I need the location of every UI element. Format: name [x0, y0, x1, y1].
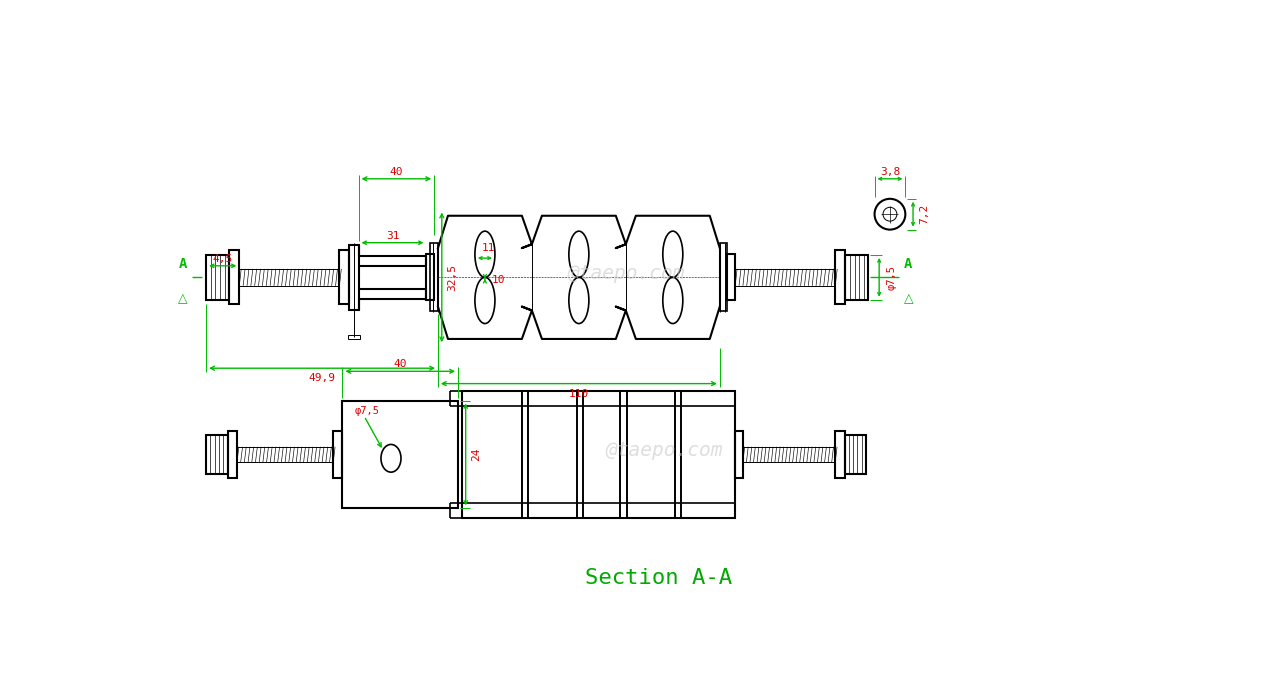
- Bar: [846, 255, 869, 300]
- Bar: [229, 250, 239, 304]
- Text: 4,5: 4,5: [212, 254, 233, 264]
- Bar: [206, 435, 227, 474]
- Bar: [621, 391, 627, 518]
- Text: Section A-A: Section A-A: [585, 568, 731, 588]
- Text: 40: 40: [389, 167, 403, 177]
- Bar: [720, 244, 727, 311]
- Text: 24: 24: [472, 448, 482, 461]
- Text: 31: 31: [386, 231, 400, 241]
- Bar: [333, 431, 343, 477]
- Bar: [675, 391, 681, 518]
- Bar: [206, 255, 229, 300]
- Bar: [236, 447, 333, 462]
- Text: 40: 40: [393, 358, 407, 369]
- Bar: [577, 391, 583, 518]
- Bar: [348, 335, 360, 340]
- Bar: [461, 391, 735, 518]
- Text: 32,5: 32,5: [447, 264, 457, 291]
- Bar: [835, 431, 844, 477]
- Bar: [835, 250, 846, 304]
- Bar: [239, 269, 339, 286]
- Bar: [522, 391, 528, 518]
- Text: @taepo.com: @taepo.com: [605, 441, 723, 460]
- Text: 11: 11: [482, 243, 496, 253]
- Text: 110: 110: [569, 389, 589, 399]
- Bar: [427, 254, 434, 300]
- Text: @taepo.com: @taepo.com: [567, 264, 685, 283]
- Bar: [343, 400, 457, 508]
- Text: A: A: [179, 257, 188, 271]
- Text: △: △: [179, 292, 188, 305]
- Bar: [350, 244, 359, 310]
- Text: φ7,5: φ7,5: [355, 406, 379, 416]
- Text: 10: 10: [491, 275, 505, 286]
- Bar: [577, 391, 583, 518]
- Text: 7,2: 7,2: [919, 204, 929, 224]
- Bar: [522, 391, 528, 518]
- Bar: [227, 431, 236, 477]
- Text: φ7,5: φ7,5: [887, 265, 897, 290]
- Bar: [727, 254, 735, 300]
- Text: 49,9: 49,9: [308, 373, 335, 383]
- Bar: [743, 447, 835, 462]
- Bar: [844, 435, 866, 474]
- Bar: [339, 250, 350, 304]
- Bar: [735, 269, 835, 286]
- Bar: [430, 244, 438, 311]
- Bar: [621, 391, 627, 518]
- Text: 3,8: 3,8: [880, 167, 899, 177]
- Text: A: A: [905, 257, 912, 271]
- Bar: [735, 431, 743, 477]
- Text: △: △: [903, 292, 914, 305]
- Bar: [675, 391, 681, 518]
